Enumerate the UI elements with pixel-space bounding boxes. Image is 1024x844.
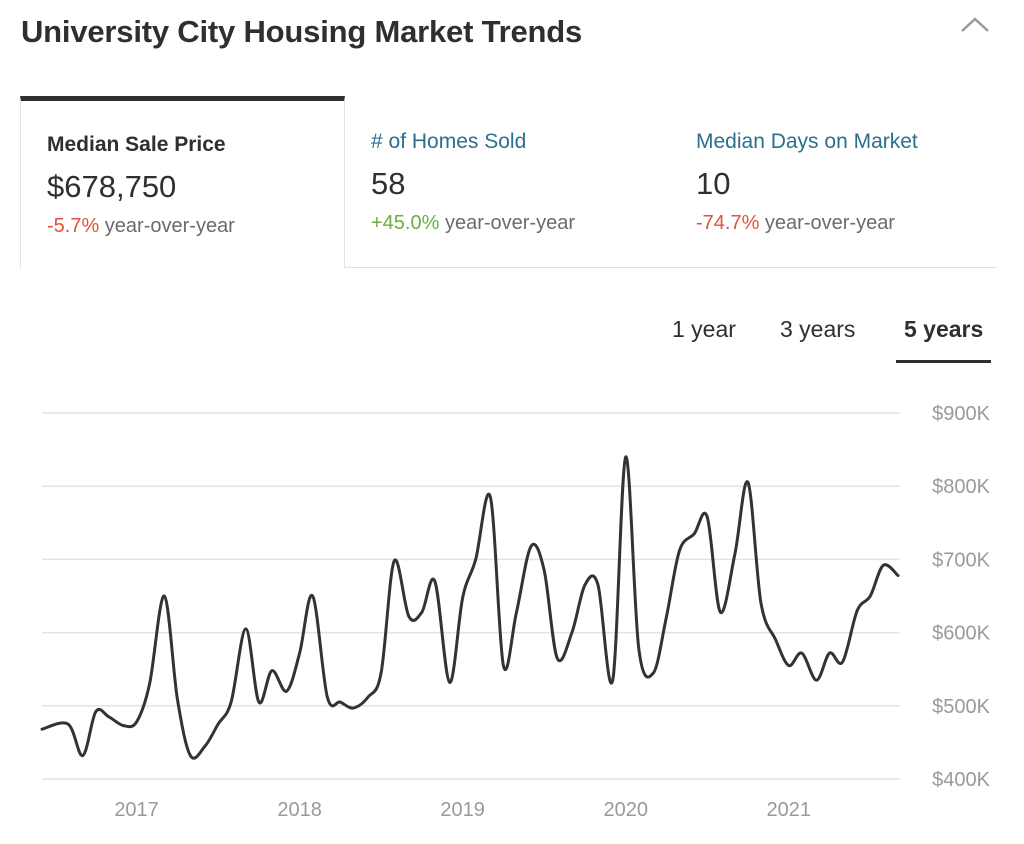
x-tick-label: 2017 — [114, 799, 159, 821]
tab-value: 10 — [696, 166, 731, 201]
tab-label: # of Homes Sold — [371, 130, 527, 153]
tab-homes-sold[interactable]: # of Homes Sold 58 +45.0% year-over-year — [345, 96, 670, 268]
x-axis-ticks: 2017 2018 2019 2020 2021 — [114, 799, 811, 821]
y-tick-label: $800K — [932, 476, 990, 498]
x-tick-label: 2019 — [440, 799, 485, 821]
median-sale-price-chart: $900K$800K$700K$600K$500K$400K 2017 2018 2… — [40, 403, 991, 821]
page-title: University City Housing Market Trends — [21, 14, 583, 49]
range-5-years[interactable]: 5 years — [896, 316, 992, 363]
y-tick-label: $600K — [932, 623, 990, 645]
tab-label: Median Days on Market — [696, 130, 918, 153]
range-3-years[interactable]: 3 years — [780, 316, 856, 342]
y-tick-label: $500K — [932, 696, 990, 718]
metric-tabs: Median Sale Price $678,750 -5.7% year-ov… — [20, 96, 997, 268]
x-tick-label: 2020 — [603, 799, 648, 821]
tab-change: -74.7% year-over-year — [696, 212, 997, 235]
change-suffix: year-over-year — [759, 212, 895, 234]
change-suffix: year-over-year — [99, 215, 235, 237]
x-tick-label: 2021 — [767, 799, 812, 821]
tab-value: 58 — [371, 166, 406, 201]
change-suffix: year-over-year — [439, 212, 575, 234]
tab-median-sale-price[interactable]: Median Sale Price $678,750 -5.7% year-ov… — [20, 96, 345, 268]
tab-label: Median Sale Price — [47, 133, 226, 156]
tab-value: $678,750 — [47, 169, 177, 204]
x-tick-label: 2018 — [277, 799, 322, 821]
change-percent: +45.0% — [371, 212, 440, 234]
change-percent: -74.7% — [696, 212, 760, 234]
y-tick-label: $900K — [932, 403, 990, 425]
tab-change: +45.0% year-over-year — [371, 212, 670, 235]
collapse-button[interactable] — [958, 14, 992, 36]
price-series-line — [40, 455, 900, 760]
y-axis-ticks: $900K $800K $700K $600K $500K $400K — [932, 403, 990, 791]
time-range-selector: 1 year 3 years 5 years — [0, 316, 1024, 363]
change-percent: -5.7% — [47, 215, 100, 237]
y-tick-label: $700K — [932, 549, 990, 571]
tab-median-days-on-market[interactable]: Median Days on Market 10 -74.7% year-ove… — [670, 96, 997, 268]
tab-change: -5.7% year-over-year — [47, 215, 344, 238]
range-1-year[interactable]: 1 year — [672, 316, 736, 342]
y-tick-label: $400K — [932, 769, 990, 791]
chevron-up-icon — [961, 17, 989, 32]
chart-gridlines — [42, 412, 900, 780]
